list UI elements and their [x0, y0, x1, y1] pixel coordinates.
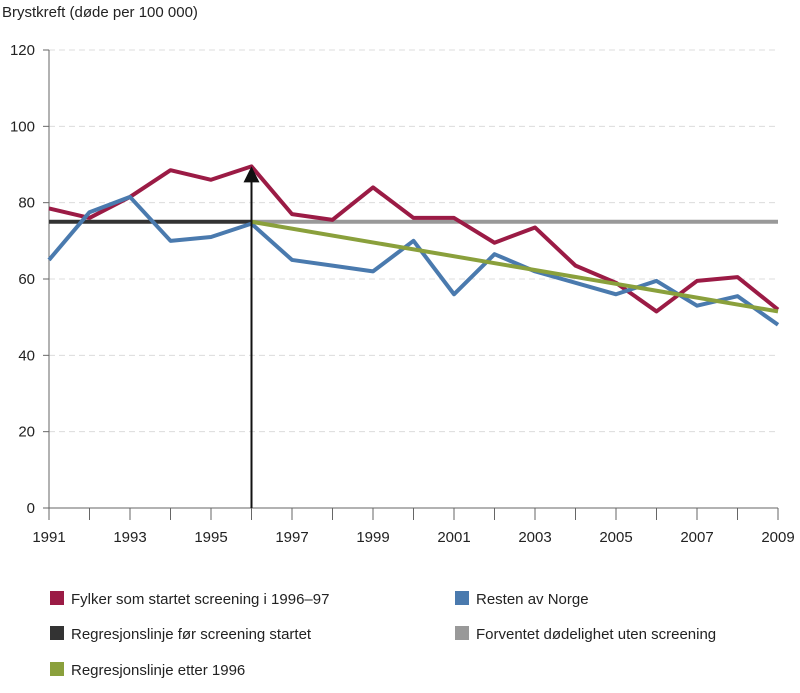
legend-item: Regresjonslinje etter 1996: [50, 662, 245, 679]
gridlines: [49, 49, 778, 433]
legend-item: Fylker som startet screening i 1996–97: [50, 591, 329, 608]
y-tick-label: 40: [18, 347, 35, 364]
x-tick-label: 2005: [599, 529, 632, 546]
x-tick-label: 1991: [32, 529, 65, 546]
legend-swatch: [50, 626, 64, 640]
x-tick-label: 2007: [680, 529, 713, 546]
y-tick-label: 0: [27, 500, 35, 517]
x-tick-label: 2003: [518, 529, 551, 546]
legend: Fylker som startet screening i 1996–97 Re…: [50, 591, 716, 679]
legend-swatch: [50, 662, 64, 676]
y-tick-label: 100: [10, 118, 35, 135]
x-axis-ticks: 1991 1993 1995 1997 1999 2001 2003 2005 2007 2009: [32, 507, 795, 546]
legend-swatch: [50, 591, 64, 605]
legend-label: Regresjonslinje før screening startet: [71, 626, 312, 643]
y-tick-label: 60: [18, 271, 35, 288]
y-axis-title: Brystkreft (døde per 100 000): [2, 4, 198, 21]
legend-label: Fylker som startet screening i 1996–97: [71, 591, 329, 608]
series-line-2: [47, 194, 780, 327]
x-tick-label: 2009: [761, 529, 794, 546]
legend-label: Resten av Norge: [476, 591, 589, 608]
legend-label: Regresjonslinje etter 1996: [71, 662, 245, 679]
legend-item: Resten av Norge: [455, 591, 589, 608]
x-tick-label: 2001: [437, 529, 470, 546]
legend-item: Forventet dødelighet uten screening: [455, 626, 716, 643]
x-tick-label: 1993: [113, 529, 146, 546]
legend-swatch: [455, 591, 469, 605]
legend-swatch: [455, 626, 469, 640]
x-tick-label: 1995: [194, 529, 227, 546]
y-tick-label: 80: [18, 195, 35, 212]
x-tick-label: 1997: [275, 529, 308, 546]
legend-item: Regresjonslinje før screening startet: [50, 626, 312, 643]
y-axis-ticks: 0 20 40 60 80 100 120: [10, 42, 50, 517]
x-tick-label: 1999: [356, 529, 389, 546]
legend-label: Forventet dødelighet uten screening: [476, 626, 716, 643]
y-tick-label: 120: [10, 42, 35, 59]
y-tick-label: 20: [18, 424, 35, 441]
series-line-5: [251, 219, 779, 314]
series-lines: [47, 164, 780, 327]
series-line-1: [48, 164, 780, 314]
